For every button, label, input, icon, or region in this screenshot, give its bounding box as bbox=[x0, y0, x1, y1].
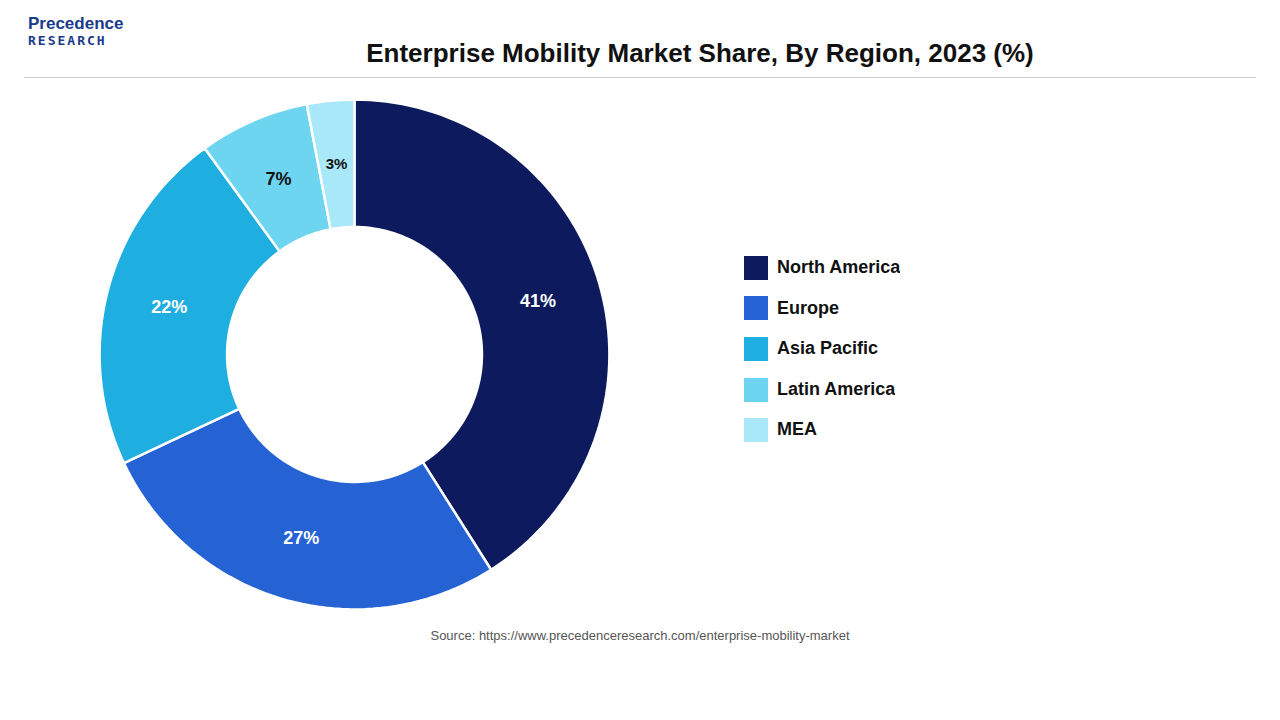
svg-text:22%: 22% bbox=[151, 297, 187, 317]
html-text:Enterprise Mobility Market Sha: Enterprise Mobility Market Share, By Reg… bbox=[366, 38, 1034, 68]
html-text:Latin America: Latin America bbox=[777, 378, 896, 399]
svg-text:3%: 3% bbox=[326, 155, 348, 172]
svg-text:7%: 7% bbox=[266, 169, 292, 189]
html-text:RESEARCH: RESEARCH bbox=[28, 32, 107, 48]
html-text:North America: North America bbox=[777, 257, 901, 277]
svg-text:41%: 41% bbox=[520, 291, 556, 311]
html-text:Source: https://www.precedence: Source: https://www.precedenceresearch.c… bbox=[430, 628, 850, 643]
svg-text:27%: 27% bbox=[283, 528, 319, 548]
html-text:Asia Pacific: Asia Pacific bbox=[777, 338, 879, 359]
html-text:Precedence: Precedence bbox=[28, 14, 124, 33]
html-text:Europe: Europe bbox=[777, 297, 839, 318]
html-text:MEA: MEA bbox=[777, 419, 817, 440]
